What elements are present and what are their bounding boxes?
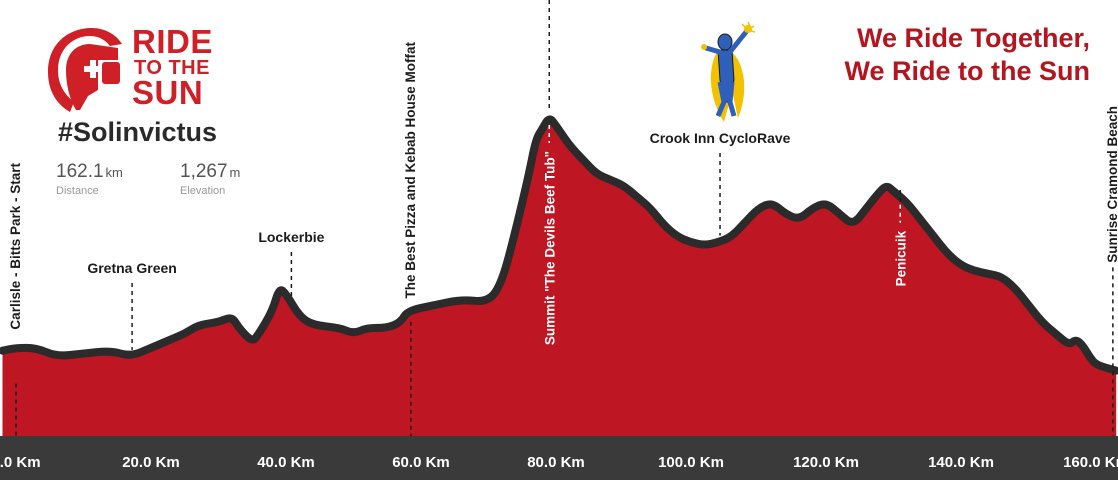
logo-word-ride: RIDE — [132, 23, 213, 60]
logo-word-sun: SUN — [132, 74, 204, 111]
distance-stat: 162.1 km Distance — [56, 161, 123, 197]
x-tick-label: 160.0 Km — [1063, 454, 1118, 471]
x-tick-label: 100.0 Km — [658, 454, 724, 471]
waypoint-label: Lockerbie — [258, 229, 324, 245]
spartan-helmet-icon — [48, 28, 122, 112]
distance-value: 162.1 — [56, 161, 104, 182]
slogan-line-2: We Ride to the Sun — [844, 56, 1090, 86]
elevation-caption: Elevation — [180, 185, 226, 197]
superhero-mascot-icon — [701, 21, 756, 122]
waypoint-label: Crook Inn CycloRave — [650, 130, 791, 146]
waypoint-label: Penicuik — [893, 230, 908, 286]
distance-axis-bar — [0, 436, 1118, 480]
ride-to-the-sun-logo: RIDE TO THE SUN — [40, 20, 230, 116]
x-tick-label: 0.0 Km — [0, 454, 41, 471]
logo-word-to-the: TO THE — [134, 57, 210, 79]
waypoint-label: Gretna Green — [87, 260, 176, 276]
x-tick-label: 140.0 Km — [928, 454, 994, 471]
waypoint-label: Sunrise Cramond Beach — [1105, 106, 1118, 263]
elevation-stat: 1,267 m Elevation — [180, 161, 240, 197]
x-tick-label: 40.0 Km — [257, 454, 315, 471]
distance-caption: Distance — [56, 185, 99, 197]
elevation-unit: m — [229, 165, 241, 180]
waypoint-label: Summit "The Devils Beef Tub" — [542, 151, 557, 345]
x-tick-label: 120.0 Km — [793, 454, 859, 471]
x-tick-label: 60.0 Km — [392, 454, 450, 471]
slogan-line-1: We Ride Together, — [856, 23, 1090, 53]
elevation-outline — [0, 115, 1118, 375]
x-tick-label: 20.0 Km — [122, 454, 180, 471]
elevation-value: 1,267 — [180, 161, 228, 182]
elevation-area — [2, 119, 1117, 436]
hashtag: #Solinvictus — [58, 117, 218, 147]
waypoint-label: Carlisle - Bitts Park - Start — [8, 163, 23, 330]
x-tick-label: 80.0 Km — [527, 454, 585, 471]
distance-unit: km — [105, 165, 123, 180]
slogan: We Ride Together, We Ride to the Sun — [844, 22, 1090, 88]
waypoint-label: The Best Pizza and Kebab House Moffat — [403, 42, 418, 299]
